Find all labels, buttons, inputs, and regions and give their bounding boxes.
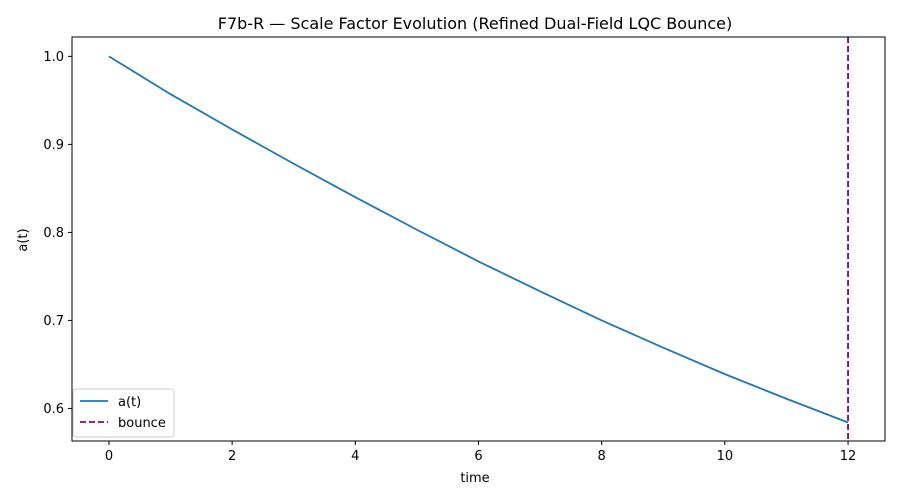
x-tick-label: 4 [351, 449, 359, 464]
legend-entry-bounce: bounce [118, 416, 166, 431]
y-tick-label: 0.6 [43, 402, 64, 417]
y-axis-label: a(t) [16, 228, 31, 251]
y-tick-label: 0.9 [43, 138, 64, 153]
x-tick-label: 8 [598, 449, 606, 464]
plot-frame [71, 36, 886, 442]
series-line-a-t- [108, 55, 849, 424]
x-tick-label: 12 [840, 449, 857, 464]
y-tick-label: 1.0 [43, 50, 64, 65]
chart-title: F7b-R — Scale Factor Evolution (Refined … [218, 14, 732, 33]
legend: a(t) bounce [72, 388, 175, 438]
x-tick-label: 2 [228, 449, 236, 464]
x-tick-label: 10 [717, 449, 734, 464]
x-tick-label: 0 [105, 449, 113, 464]
y-tick-label: 0.8 [43, 226, 64, 241]
x-axis-label: time [460, 471, 489, 486]
x-tick-label: 6 [474, 449, 482, 464]
y-tick-label: 0.7 [43, 314, 64, 329]
legend-entry-a-t: a(t) [118, 395, 141, 410]
